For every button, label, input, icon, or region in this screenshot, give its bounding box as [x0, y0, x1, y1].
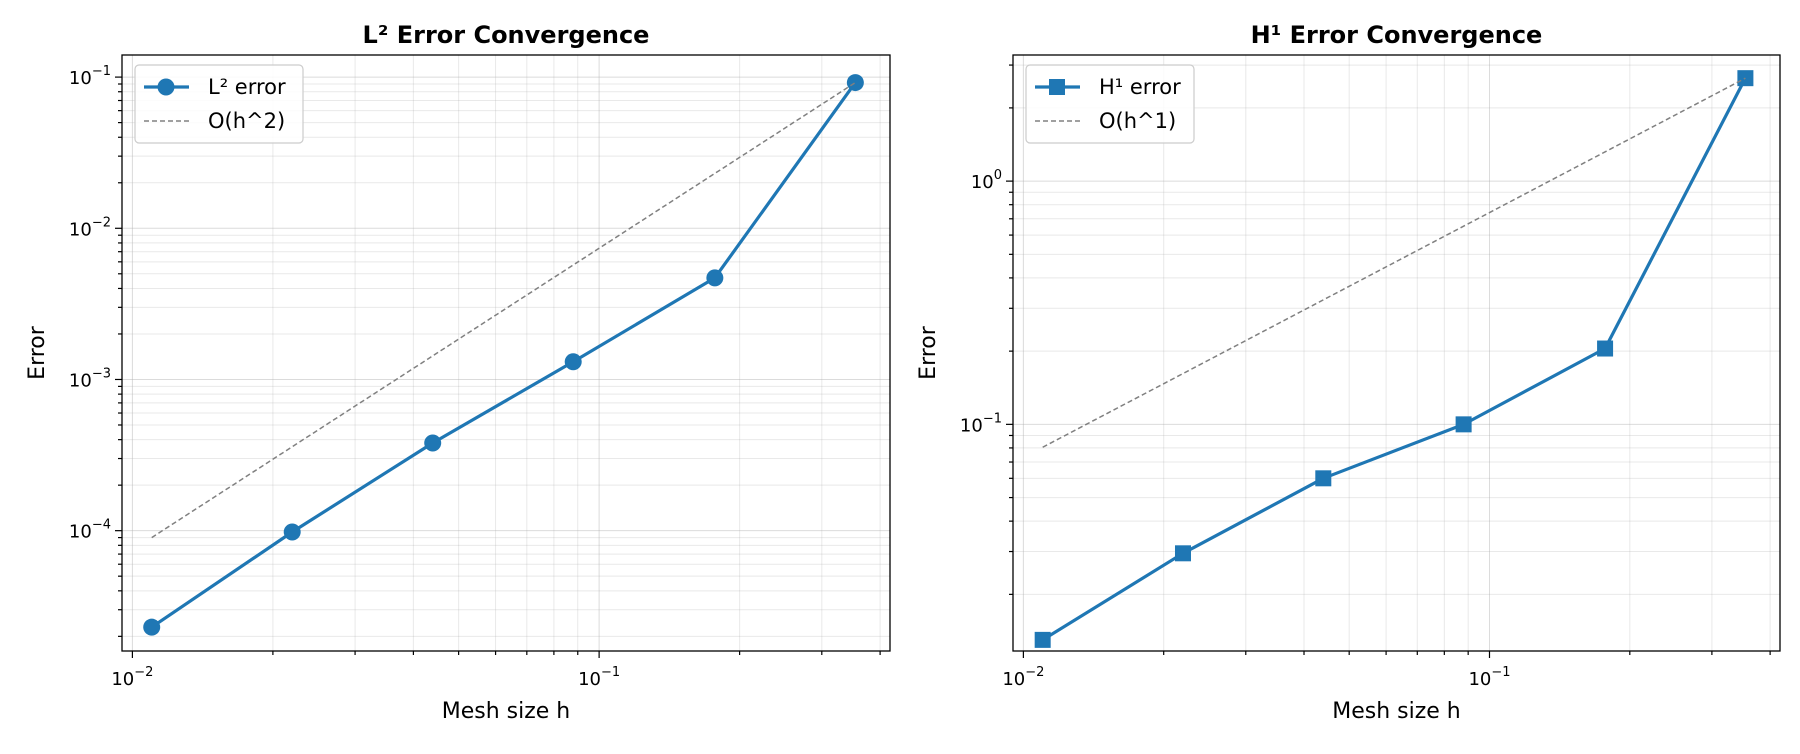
x-tick-base: 10: [1468, 669, 1491, 690]
data-point: [424, 434, 442, 452]
series-1: [1034, 70, 1754, 648]
y-tick-exponent: −1: [983, 411, 1002, 426]
y-tick-base: 10: [69, 522, 92, 543]
y-tick-label: 10−3: [69, 366, 111, 391]
legend: H¹ error O(h^1): [1025, 64, 1195, 144]
x-tick-exponent: −2: [1025, 665, 1044, 680]
y-tick-exponent: −1: [92, 64, 111, 79]
grid: [1013, 55, 1780, 651]
x-tick-base: 10: [111, 669, 134, 690]
y-tick-base: 10: [960, 415, 983, 436]
legend-label: O(h^1): [1099, 109, 1176, 133]
chart-title: H¹ Error Convergence: [1251, 21, 1543, 49]
x-tick-label: 10−1: [1468, 665, 1510, 690]
chart-panel-1: 10−2 10−110−410−310−210−1L² Error Converg…: [25, 21, 891, 724]
legend-label: H¹ error: [1099, 75, 1181, 99]
grid: [122, 55, 890, 651]
data-point: [706, 269, 724, 287]
tick-marks: [115, 76, 881, 658]
x-tick-label: 10−1: [578, 665, 620, 690]
y-tick-base: 10: [971, 172, 994, 193]
legend-item: O(h^1): [1035, 109, 1176, 133]
chart-title: L² Error Convergence: [363, 21, 650, 49]
x-tick-exponent: −1: [1491, 665, 1510, 680]
y-tick-base: 10: [69, 370, 92, 391]
data-point: [1034, 631, 1051, 648]
y-tick-exponent: 0: [994, 168, 1002, 183]
y-tick-exponent: −3: [92, 366, 111, 381]
legend: L² error O(h^2): [134, 64, 304, 144]
y-tick-label: 10−1: [69, 64, 111, 89]
x-tick-exponent: −1: [601, 665, 620, 680]
axes-frame: [1012, 54, 1781, 652]
y-axis-label: Error: [916, 325, 941, 380]
legend-box: [1025, 64, 1195, 144]
axes-frame: [121, 54, 891, 652]
y-tick-label: 10−2: [69, 215, 111, 240]
legend-label: O(h^2): [208, 109, 285, 133]
legend-label: L² error: [208, 75, 286, 99]
y-tick-label: 10−4: [69, 518, 111, 543]
y-tick-base: 10: [69, 68, 92, 89]
y-tick-label: 100: [971, 168, 1002, 193]
series-2: [1042, 77, 1746, 448]
series-line: [1041, 77, 1747, 642]
data-point: [283, 523, 301, 541]
x-tick-exponent: −2: [134, 665, 153, 680]
reference-line: [151, 81, 856, 539]
reference-line: [1042, 77, 1746, 448]
data-point: [1174, 545, 1191, 562]
data-point: [564, 353, 582, 371]
legend-item: H¹ error: [1035, 75, 1181, 99]
x-tick-label: 10−2: [111, 665, 153, 690]
x-tick-label: 10−2: [1002, 665, 1044, 690]
data-point: [1455, 416, 1472, 433]
series-1: [143, 74, 864, 636]
data-point: [1597, 340, 1614, 357]
data-point: [846, 74, 864, 92]
data-point: [143, 618, 161, 636]
x-tick-base: 10: [1002, 669, 1025, 690]
y-tick-label: 10−1: [960, 411, 1002, 436]
y-tick-base: 10: [69, 219, 92, 240]
legend-item: O(h^2): [144, 109, 285, 133]
y-tick-exponent: −4: [92, 518, 111, 533]
tick-marks: [1006, 64, 1771, 658]
series-line: [150, 81, 857, 629]
y-tick-exponent: −2: [92, 215, 111, 230]
y-axis-label: Error: [25, 325, 50, 380]
x-tick-base: 10: [578, 669, 601, 690]
x-axis-label: Mesh size h: [442, 699, 571, 724]
series-2: [151, 81, 856, 539]
legend-marker: [1049, 79, 1065, 95]
x-axis-label: Mesh size h: [1332, 699, 1461, 724]
legend-marker: [157, 78, 175, 96]
legend-box: [134, 64, 304, 144]
legend-item: L² error: [144, 75, 286, 99]
data-point: [1315, 470, 1332, 487]
